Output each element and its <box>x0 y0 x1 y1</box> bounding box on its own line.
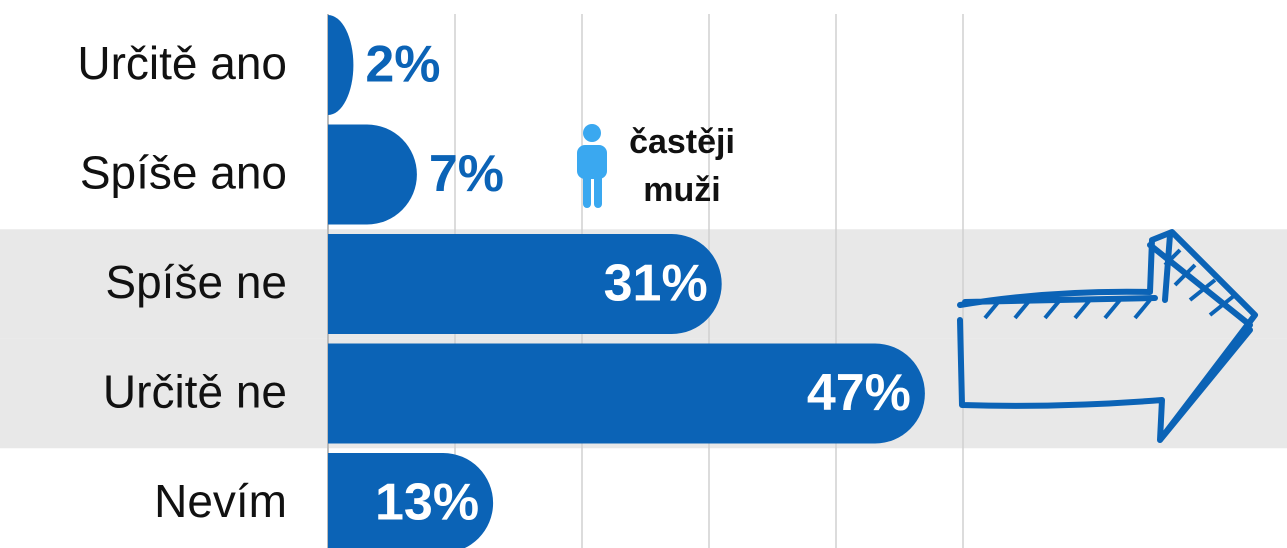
category-label: Určitě ano <box>77 37 287 89</box>
bar <box>328 343 925 444</box>
category-label: Určitě ne <box>103 366 287 418</box>
value-label: 47% <box>807 364 911 422</box>
bar <box>328 124 417 225</box>
category-label: Spíše ne <box>105 256 287 308</box>
annotation: častěji muži <box>629 123 735 209</box>
value-label: 2% <box>365 36 440 94</box>
category-label: Nevím <box>154 475 287 527</box>
value-label: 31% <box>604 255 708 313</box>
bar <box>328 234 722 334</box>
bar <box>328 15 354 115</box>
value-label: 7% <box>429 145 504 203</box>
person-icon <box>577 124 607 208</box>
bar <box>328 453 494 548</box>
value-label: 13% <box>375 474 479 532</box>
category-label: Spíše ano <box>80 147 287 199</box>
arrow-hatching <box>983 248 1237 320</box>
